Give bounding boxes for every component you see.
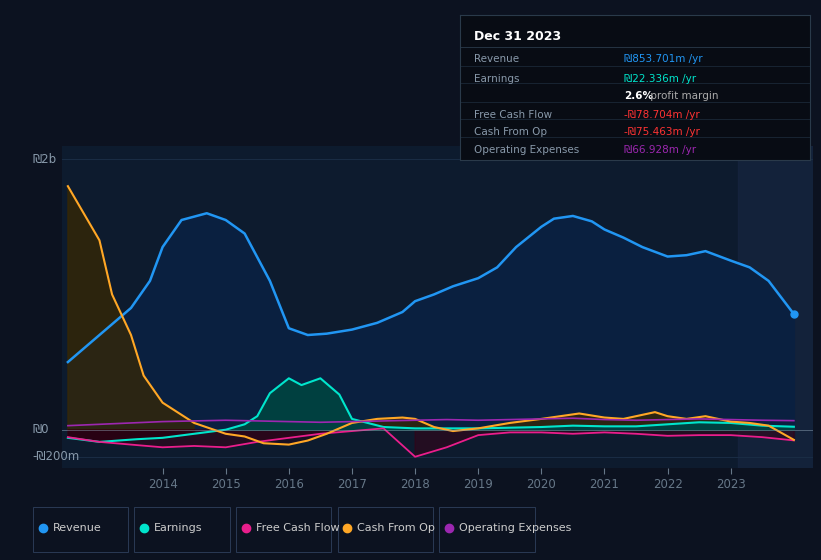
Text: ₪2b: ₪2b (33, 153, 57, 166)
Text: ₪853.701m /yr: ₪853.701m /yr (625, 54, 703, 63)
Text: Earnings: Earnings (154, 523, 203, 533)
Text: Operating Expenses: Operating Expenses (459, 523, 571, 533)
Text: profit margin: profit margin (647, 91, 718, 101)
Text: Revenue: Revenue (53, 523, 101, 533)
Text: Earnings: Earnings (474, 74, 520, 84)
Text: 2.6%: 2.6% (625, 91, 654, 101)
Text: -₪75.463m /yr: -₪75.463m /yr (625, 128, 700, 137)
Text: -₪200m: -₪200m (33, 450, 80, 463)
Text: ₪22.336m /yr: ₪22.336m /yr (625, 74, 697, 84)
Text: ₪0: ₪0 (33, 423, 49, 436)
Text: Operating Expenses: Operating Expenses (474, 145, 580, 155)
Text: Dec 31 2023: Dec 31 2023 (474, 30, 561, 43)
Text: -₪78.704m /yr: -₪78.704m /yr (625, 110, 700, 120)
Text: Cash From Op: Cash From Op (357, 523, 435, 533)
Text: Cash From Op: Cash From Op (474, 128, 547, 137)
Text: ₪66.928m /yr: ₪66.928m /yr (625, 145, 697, 155)
Text: Free Cash Flow: Free Cash Flow (256, 523, 339, 533)
Text: Free Cash Flow: Free Cash Flow (474, 110, 553, 120)
Text: Revenue: Revenue (474, 54, 519, 63)
Bar (738, 146, 813, 468)
